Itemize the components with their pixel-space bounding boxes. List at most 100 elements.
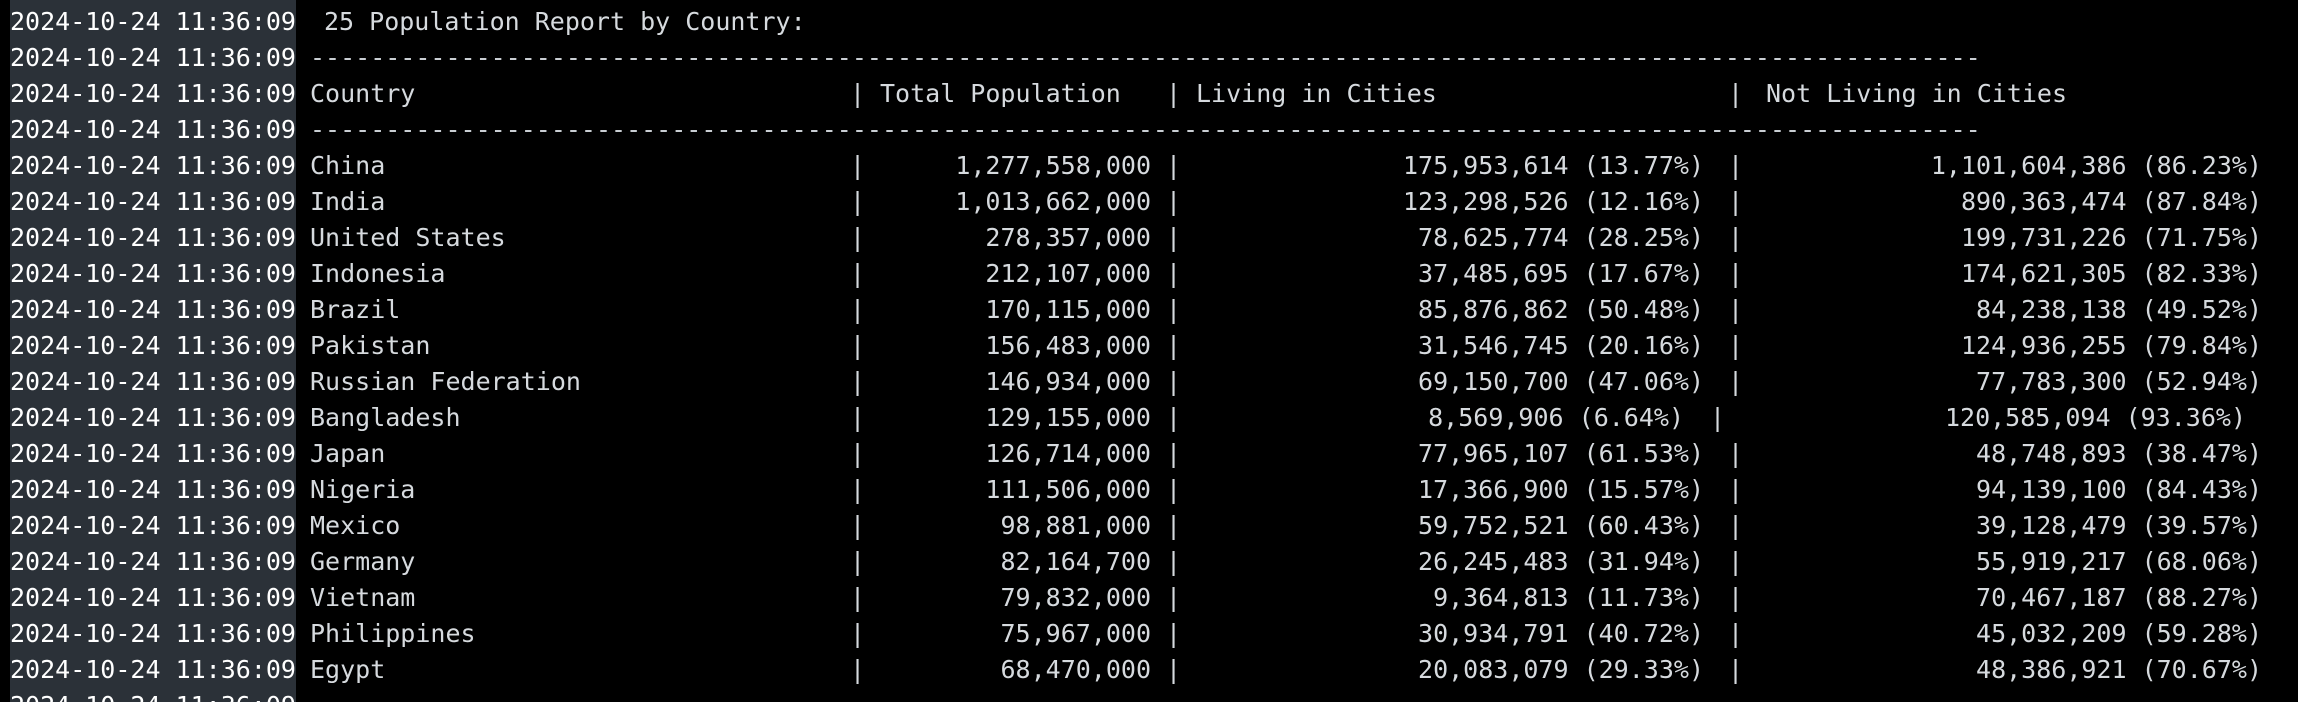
table-row: 2024-10-24 11:36:09 India | 1,013,662,00… [0,184,2262,220]
column-separator: | [1166,619,1182,648]
cell-total-population: 82,164,700 [1000,547,1151,576]
cell-total-population: 79,832,000 [1000,583,1151,612]
column-separator: | [850,331,866,360]
column-separator: | [1166,511,1182,540]
column-separator: | [850,403,866,432]
divider-line: ----------------------------------------… [310,43,1981,72]
column-separator: | [1710,403,1726,432]
cell-country: Philippines [310,619,476,648]
cell-country: Russian Federation [310,367,581,396]
table-row: 2024-10-24 11:36:09 Vietnam | 79,832,000… [0,580,2262,616]
log-timestamp: 2024-10-24 11:36:09 [10,439,296,468]
column-separator: | [850,367,866,396]
cell-country: Mexico [310,511,401,540]
column-separator: | [850,619,866,648]
cell-living-in-cities: 85,876,862 (50.48%) [1418,295,1704,324]
column-separator: | [1728,259,1744,288]
column-separator: | [850,259,866,288]
cell-total-population: 126,714,000 [985,439,1151,468]
log-timestamp: 2024-10-24 11:36:09 [10,655,296,684]
divider-line: ----------------------------------------… [310,115,1981,144]
table-row: 2024-10-24 11:36:09 Philippines | 75,967… [0,616,2262,652]
cell-not-living-in-cities: 174,621,305 (82.33%) [1960,259,2262,288]
column-separator: | [1728,331,1744,360]
column-separator: | [1166,223,1182,252]
cell-not-living-in-cities: 94,139,100 (84.43%) [1976,475,2262,504]
log-timestamp: 2024-10-24 11:36:09 [10,223,296,252]
log-timestamp: 2024-10-24 11:36:09 [10,151,296,180]
report-title: 25 Population Report by Country: [324,7,806,36]
column-separator: | [1728,583,1744,612]
column-separator: | [1728,187,1744,216]
column-separator: | [850,223,866,252]
column-separator: | [1728,475,1744,504]
cell-living-in-cities: 123,298,526 (12.16%) [1402,187,1704,216]
log-timestamp: 2024-10-24 11:36:09 [10,403,296,432]
cell-country: Egypt [310,655,386,684]
column-separator: | [1728,295,1744,324]
column-separator: | [1166,403,1182,432]
cell-not-living-in-cities: 70,467,187 (88.27%) [1976,583,2262,612]
cell-not-living-in-cities: 55,919,217 (68.06%) [1976,547,2262,576]
column-separator: | [850,655,866,684]
cell-not-living-in-cities: 45,032,209 (59.28%) [1976,619,2262,648]
cell-not-living-in-cities: 48,748,893 (38.47%) [1976,439,2262,468]
column-separator: | [1728,223,1744,252]
column-separator: | [1166,79,1182,108]
cell-living-in-cities: 8,569,906 (6.64%) [1428,403,1684,432]
cell-country: United States [310,223,506,252]
cell-living-in-cities: 26,245,483 (31.94%) [1418,547,1704,576]
cell-country: China [310,151,386,180]
header-country: Country [310,79,416,108]
cell-total-population: 278,357,000 [985,223,1151,252]
log-timestamp: 2024-10-24 11:36:09 [10,295,296,324]
cell-total-population: 111,506,000 [985,475,1151,504]
log-timestamp: 2024-10-24 11:36:09 [10,43,296,72]
cell-living-in-cities: 59,752,521 (60.43%) [1418,511,1704,540]
log-timestamp: 2024-10-24 11:36:09 [10,583,296,612]
cell-living-in-cities: 30,934,791 (40.72%) [1418,619,1704,648]
column-separator: | [1166,547,1182,576]
cell-not-living-in-cities: 124,936,255 (79.84%) [1960,331,2262,360]
cell-total-population: 156,483,000 [985,331,1151,360]
log-timestamp: 2024-10-24 11:36:09 [10,547,296,576]
table-row: 2024-10-24 11:36:09 Egypt | 68,470,000 |… [0,652,2262,688]
column-separator: | [1166,367,1182,396]
cell-living-in-cities: 78,625,774 (28.25%) [1418,223,1704,252]
column-separator: | [1728,439,1744,468]
column-separator: | [1728,79,1744,108]
column-separator: | [850,187,866,216]
cell-total-population: 170,115,000 [985,295,1151,324]
log-timestamp: 2024-10-24 11:36:09 [10,619,296,648]
cell-total-population: 1,277,558,000 [955,151,1151,180]
column-separator: | [1728,151,1744,180]
cell-living-in-cities: 9,364,813 (11.73%) [1433,583,1704,612]
table-row: 2024-10-24 11:36:09 Pakistan | 156,483,0… [0,328,2262,364]
column-separator: | [1728,655,1744,684]
cell-total-population: 212,107,000 [985,259,1151,288]
cell-country: Vietnam [310,583,416,612]
cell-country: Pakistan [310,331,431,360]
column-separator: | [1166,295,1182,324]
cell-living-in-cities: 31,546,745 (20.16%) [1418,331,1704,360]
log-timestamp: 2024-10-24 11:36:09 [10,187,296,216]
log-line-trailing: 2024-10-24 11:36:09 [0,688,296,702]
column-separator: | [850,583,866,612]
column-separator: | [850,439,866,468]
cell-not-living-in-cities: 199,731,226 (71.75%) [1960,223,2262,252]
column-separator: | [1728,619,1744,648]
table-row: 2024-10-24 11:36:09 Russian Federation |… [0,364,2262,400]
log-line-divider-bottom: 2024-10-24 11:36:09 --------------------… [0,112,1981,148]
header-living-in-cities: Living in Cities [1196,79,1437,108]
timestamp-gutter [10,0,296,702]
cell-not-living-in-cities: 39,128,479 (39.57%) [1976,511,2262,540]
column-separator: | [1728,547,1744,576]
column-separator: | [1166,187,1182,216]
table-row: 2024-10-24 11:36:09 Japan | 126,714,000 … [0,436,2262,472]
column-separator: | [1166,331,1182,360]
cell-country: Indonesia [310,259,446,288]
cell-total-population: 68,470,000 [1000,655,1151,684]
column-separator: | [850,79,866,108]
column-separator: | [1728,511,1744,540]
